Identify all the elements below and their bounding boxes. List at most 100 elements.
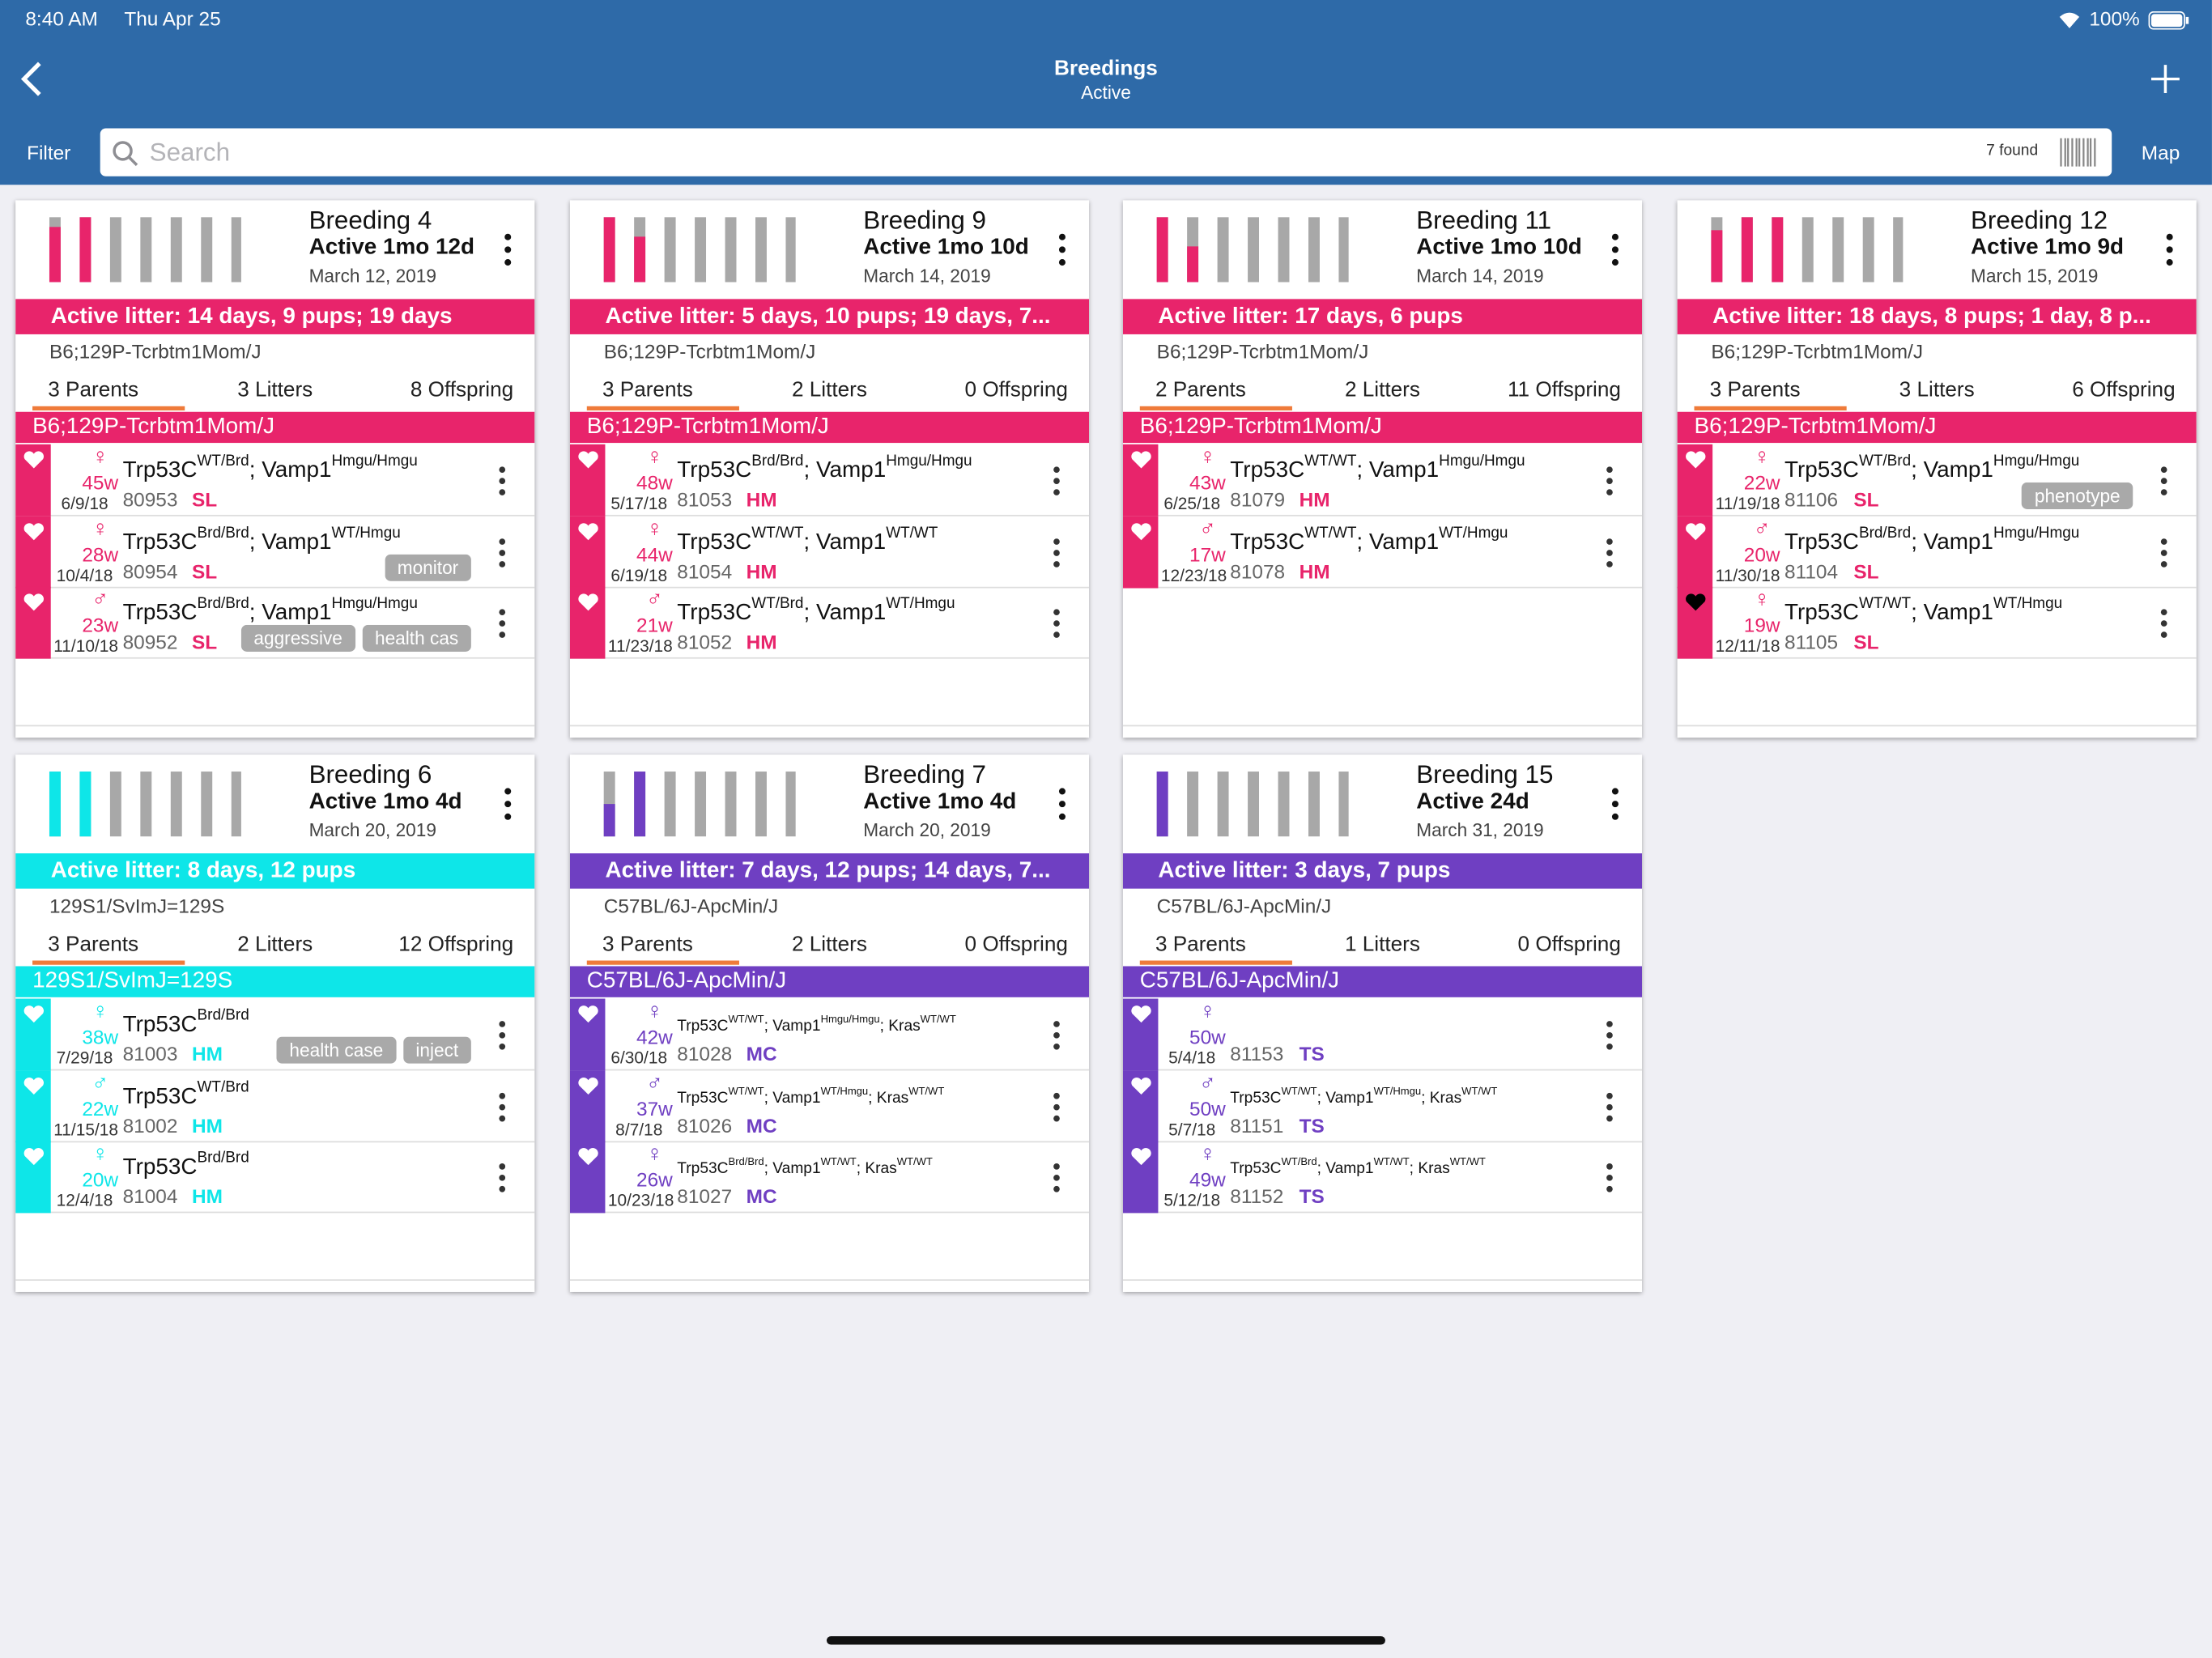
mouse-row[interactable]: ♀ 22w 11/19/18 81106 SL Trp53CWT/Brd; Vamp1Hm… xyxy=(1677,444,2197,517)
favorite-heart[interactable] xyxy=(23,1076,45,1095)
favorite-heart[interactable] xyxy=(1684,521,1707,541)
mouse-row[interactable]: ♂ 22w 11/15/18 81002 HM Trp53CWT/Brd xyxy=(15,1069,535,1142)
favorite-heart[interactable] xyxy=(23,1146,45,1166)
row-menu[interactable] xyxy=(496,606,509,640)
parents-tab[interactable]: 2 Parents xyxy=(1155,377,1246,402)
parents-tab[interactable]: 3 Parents xyxy=(1155,932,1246,957)
mouse-row[interactable]: ♀ 42w 6/30/18 81028 MC Trp53CWT/WT; Vamp1Hmgu… xyxy=(569,998,1090,1071)
row-menu[interactable] xyxy=(2157,464,2171,498)
breeding-card[interactable]: Breeding 12 Active 1mo 9d March 15, 2019 Ac… xyxy=(1677,200,2197,738)
favorite-heart[interactable] xyxy=(1684,450,1707,470)
row-menu[interactable] xyxy=(2157,606,2171,640)
offspring-tab[interactable]: 0 Offspring xyxy=(1517,932,1621,957)
mouse-row[interactable]: ♂ 50w 5/7/18 81151 TS Trp53CWT/WT; Vamp1WT/Hm… xyxy=(1122,1069,1643,1142)
card-menu[interactable] xyxy=(1608,232,1622,268)
offspring-tab[interactable]: 0 Offspring xyxy=(964,932,1068,957)
tag[interactable]: phenotype xyxy=(2022,482,2133,509)
back-button[interactable] xyxy=(17,59,48,99)
row-menu[interactable] xyxy=(1602,535,1616,569)
mouse-row[interactable]: ♀ 44w 6/19/18 81054 HM Trp53CWT/WT; Vamp1WT/W… xyxy=(569,515,1090,588)
favorite-heart[interactable] xyxy=(1130,450,1153,470)
card-menu[interactable] xyxy=(2163,232,2176,268)
parents-tab[interactable]: 3 Parents xyxy=(602,377,693,402)
parents-tab[interactable]: 3 Parents xyxy=(48,377,139,402)
card-menu[interactable] xyxy=(1055,232,1069,268)
favorite-heart[interactable] xyxy=(23,1005,45,1024)
litters-tab[interactable]: 3 Litters xyxy=(1899,377,1975,402)
mouse-row[interactable]: ♀ 45w 6/9/18 80953 SL Trp53CWT/Brd; Vamp1Hmgu… xyxy=(15,444,535,517)
breeding-card[interactable]: Breeding 4 Active 1mo 12d March 12, 2019 Ac… xyxy=(15,200,535,738)
row-menu[interactable] xyxy=(1602,1018,1616,1052)
favorite-heart[interactable] xyxy=(577,521,600,541)
offspring-tab[interactable]: 8 Offspring xyxy=(410,377,514,402)
row-menu[interactable] xyxy=(496,464,509,498)
favorite-heart[interactable] xyxy=(23,450,45,470)
parents-tab[interactable]: 3 Parents xyxy=(602,932,693,957)
card-menu[interactable] xyxy=(1055,785,1069,822)
filter-button[interactable]: Filter xyxy=(27,141,71,164)
tag[interactable]: inject xyxy=(402,1036,471,1064)
row-menu[interactable] xyxy=(1049,464,1063,498)
breeding-card[interactable]: Breeding 6 Active 1mo 4d March 20, 2019 Act… xyxy=(15,755,535,1292)
favorite-heart[interactable] xyxy=(1130,1005,1153,1024)
mouse-row[interactable]: ♂ 23w 11/10/18 80952 SL Trp53CBrd/Brd; Vamp1H… xyxy=(15,586,535,659)
row-menu[interactable] xyxy=(496,1018,509,1052)
offspring-tab[interactable]: 12 Offspring xyxy=(398,932,514,957)
favorite-heart[interactable] xyxy=(1130,1146,1153,1166)
favorite-heart[interactable] xyxy=(577,1076,600,1095)
mouse-row[interactable]: ♀ 48w 5/17/18 81053 HM Trp53CBrd/Brd; Vamp1Hm… xyxy=(569,444,1090,517)
favorite-heart[interactable] xyxy=(1130,521,1153,541)
tag[interactable]: health case xyxy=(276,1036,396,1064)
breeding-card[interactable]: Breeding 9 Active 1mo 10d March 14, 2019 Ac… xyxy=(569,200,1090,738)
litters-tab[interactable]: 2 Litters xyxy=(237,932,313,957)
favorite-heart[interactable] xyxy=(1130,1076,1153,1095)
favorite-heart[interactable] xyxy=(23,593,45,612)
parents-tab[interactable]: 3 Parents xyxy=(48,932,139,957)
mouse-row[interactable]: ♀ 50w 5/4/18 81153 TS xyxy=(1122,998,1643,1071)
row-menu[interactable] xyxy=(1049,1090,1063,1124)
add-button[interactable] xyxy=(2149,62,2183,96)
row-menu[interactable] xyxy=(496,535,509,569)
mouse-row[interactable]: ♀ 26w 10/23/18 81027 MC Trp53CBrd/Brd; Vamp1W… xyxy=(569,1141,1090,1214)
favorite-heart[interactable] xyxy=(577,593,600,612)
row-menu[interactable] xyxy=(1049,535,1063,569)
card-menu[interactable] xyxy=(501,785,515,822)
litters-tab[interactable]: 1 Litters xyxy=(1344,932,1420,957)
row-menu[interactable] xyxy=(2157,535,2171,569)
mouse-row[interactable]: ♂ 37w 8/7/18 81026 MC Trp53CWT/WT; Vamp1WT/Hm… xyxy=(569,1069,1090,1142)
mouse-row[interactable]: ♀ 49w 5/12/18 81152 TS Trp53CWT/Brd; Vamp1WT/… xyxy=(1122,1141,1643,1214)
favorite-heart[interactable] xyxy=(577,1005,600,1024)
mouse-row[interactable]: ♀ 19w 12/11/18 81105 SL Trp53CWT/WT; Vamp1WT/… xyxy=(1677,586,2197,659)
mouse-row[interactable]: ♀ 43w 6/25/18 81079 HM Trp53CWT/WT; Vamp1Hmgu… xyxy=(1122,444,1643,517)
card-menu[interactable] xyxy=(1608,785,1622,822)
barcode-icon[interactable] xyxy=(2058,135,2100,169)
row-menu[interactable] xyxy=(496,1161,509,1195)
tag[interactable]: aggressive xyxy=(240,624,355,652)
tag[interactable]: health cas xyxy=(362,624,471,652)
row-menu[interactable] xyxy=(1049,606,1063,640)
mouse-row[interactable]: ♀ 38w 7/29/18 81003 HM Trp53CBrd/Brd health ca… xyxy=(15,998,535,1071)
breeding-card[interactable]: Breeding 15 Active 24d March 31, 2019 Activ… xyxy=(1122,755,1643,1292)
parents-tab[interactable]: 3 Parents xyxy=(1709,377,1801,402)
offspring-tab[interactable]: 0 Offspring xyxy=(964,377,1068,402)
row-menu[interactable] xyxy=(1602,464,1616,498)
tag[interactable]: monitor xyxy=(385,553,471,580)
mouse-row[interactable]: ♀ 20w 12/4/18 81004 HM Trp53CBrd/Brd xyxy=(15,1141,535,1214)
offspring-tab[interactable]: 6 Offspring xyxy=(2072,377,2176,402)
search-field[interactable]: Search 7 found xyxy=(100,128,2112,176)
litters-tab[interactable]: 2 Litters xyxy=(791,377,867,402)
row-menu[interactable] xyxy=(1602,1161,1616,1195)
mouse-row[interactable]: ♂ 21w 11/23/18 81052 HM Trp53CWT/Brd; Vamp1WT… xyxy=(569,586,1090,659)
litters-tab[interactable]: 2 Litters xyxy=(791,932,867,957)
row-menu[interactable] xyxy=(1602,1090,1616,1124)
mouse-row[interactable]: ♂ 17w 12/23/18 81078 HM Trp53CWT/WT; Vamp1WT/… xyxy=(1122,515,1643,588)
breeding-card[interactable]: Breeding 11 Active 1mo 10d March 14, 2019 A… xyxy=(1122,200,1643,738)
litters-tab[interactable]: 3 Litters xyxy=(237,377,313,402)
card-menu[interactable] xyxy=(501,232,515,268)
mouse-row[interactable]: ♂ 20w 11/30/18 81104 SL Trp53CBrd/Brd; Vamp1H… xyxy=(1677,515,2197,588)
favorite-heart[interactable] xyxy=(577,1146,600,1166)
row-menu[interactable] xyxy=(1049,1161,1063,1195)
favorite-heart[interactable] xyxy=(1684,593,1707,612)
map-button[interactable]: Map xyxy=(2141,141,2180,164)
breeding-card[interactable]: Breeding 7 Active 1mo 4d March 20, 2019 Act… xyxy=(569,755,1090,1292)
